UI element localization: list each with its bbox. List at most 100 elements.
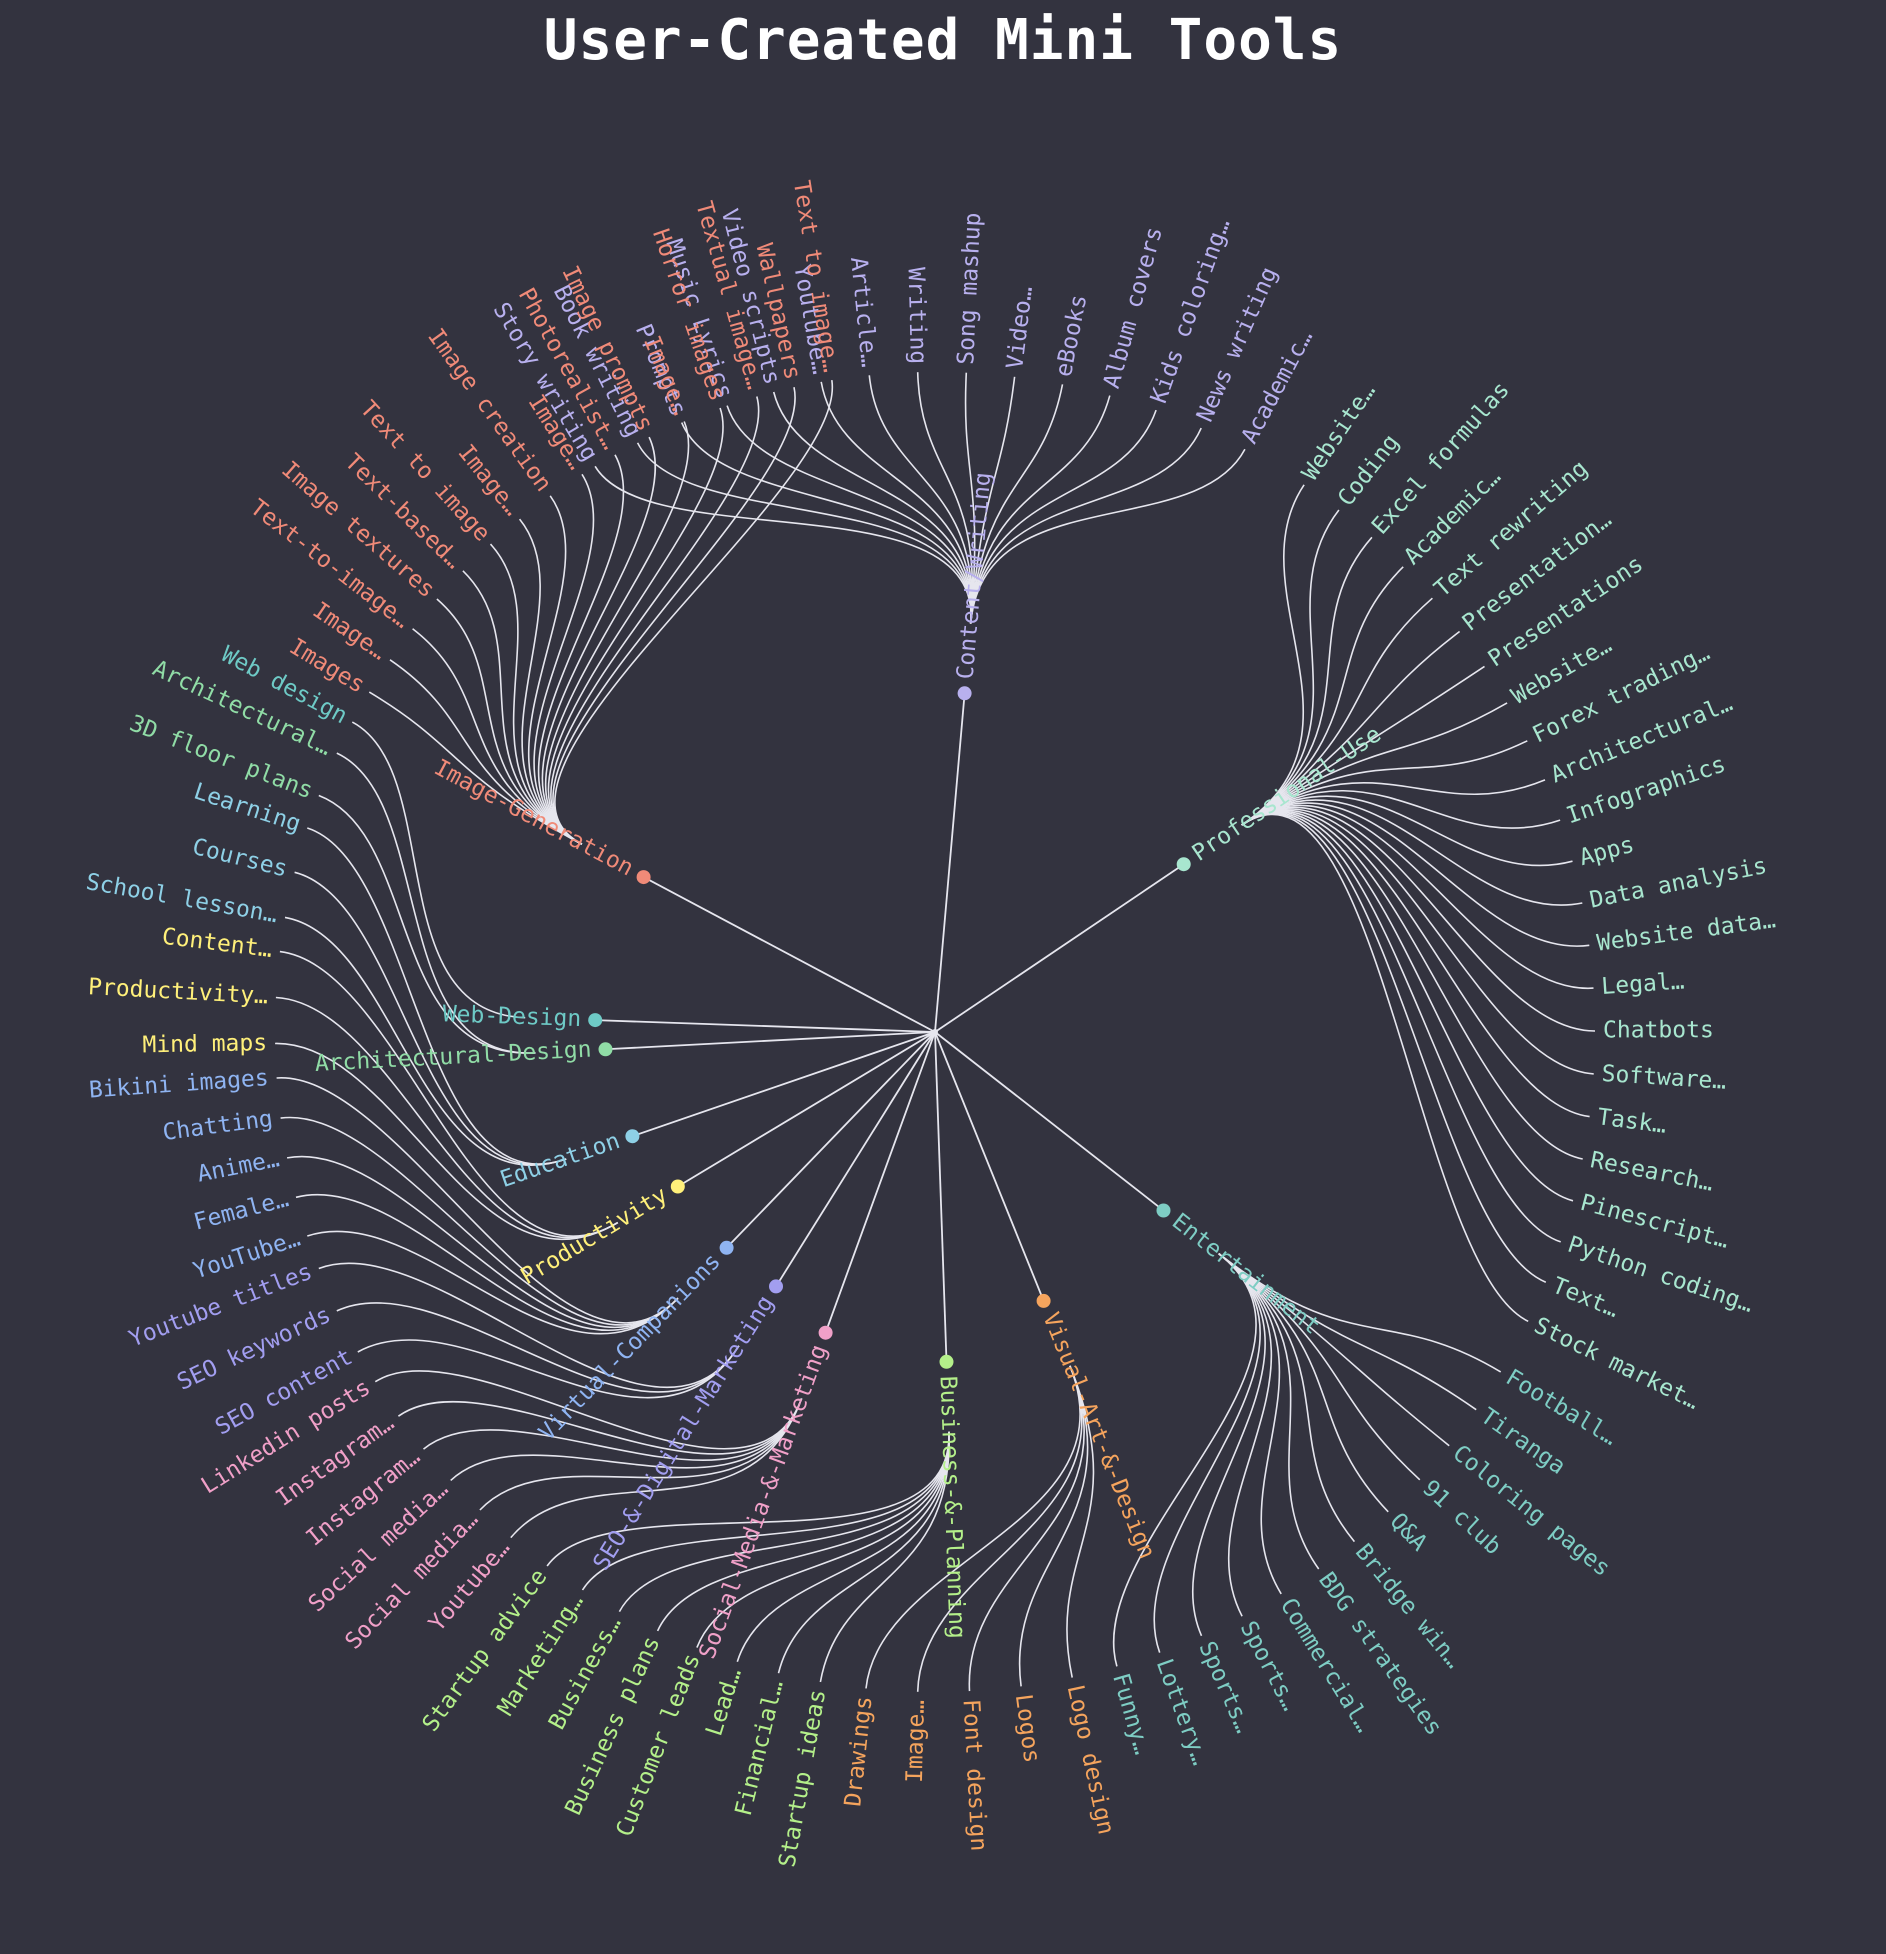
spoke-0 (934, 693, 966, 1033)
leaf-link (1241, 597, 1433, 826)
category-node (719, 1240, 734, 1255)
spoke-4 (934, 1031, 948, 1362)
leaf-link (1241, 779, 1546, 826)
leaf-label: Legal… (1601, 968, 1686, 999)
leaf-link (318, 1262, 740, 1388)
leaf-link (969, 427, 1202, 624)
leaf-label: Logos (1010, 1693, 1045, 1765)
root-node (932, 1029, 938, 1035)
category-label: Image-Generation (430, 755, 638, 882)
leaf-label: Chatting (161, 1106, 274, 1146)
leaf-link (1241, 812, 1561, 1243)
leaf-label: eBooks (1051, 292, 1093, 379)
links-layer (275, 372, 1596, 1692)
leaf-link (1241, 811, 1574, 1202)
leaf-link (295, 1194, 679, 1332)
category-node (670, 1179, 685, 1194)
leaf-link (357, 1339, 740, 1399)
leaf-link (1066, 1365, 1095, 1678)
category-node (1156, 1203, 1171, 1218)
spoke-5 (824, 1031, 936, 1334)
leaf-label: Video… (1002, 285, 1038, 371)
leaf-link (436, 598, 583, 845)
category-node (957, 686, 972, 701)
category-node (939, 1354, 954, 1369)
leaf-label: Software… (1601, 1061, 1727, 1095)
category-label: Entertainment (1167, 1209, 1325, 1340)
category-node (598, 1042, 613, 1057)
leaf-link (462, 570, 583, 845)
leaf-label: Female… (191, 1186, 291, 1235)
leaf-label: Courses (190, 834, 290, 883)
leaf-link (1112, 1252, 1257, 1667)
leaf-link (865, 1365, 1081, 1689)
leaf-link (656, 1431, 950, 1632)
leaf-link (552, 387, 796, 845)
leaf-link (1241, 630, 1461, 826)
leaf-link (284, 916, 567, 1167)
leaf-link (1241, 802, 1590, 947)
diagram-title: User-Created Mini Tools (543, 8, 1343, 73)
leaf-label: Article… (845, 256, 882, 369)
nodes-layer (588, 686, 1191, 1369)
spoke-6 (775, 1031, 936, 1287)
category-label: Visual-Art-&-Design (1037, 1309, 1160, 1563)
leaf-link (541, 436, 657, 845)
leaf-link (1241, 806, 1596, 1032)
leaf-label: Text… (1548, 1273, 1622, 1323)
leaf-link (968, 1365, 1085, 1692)
leaf-link (1241, 484, 1305, 826)
leaf-link (969, 409, 1157, 624)
leaf-label: Financial… (731, 1678, 789, 1819)
leaf-link (276, 1077, 679, 1324)
leaf-link (1218, 1252, 1477, 1411)
leaf-label: Drawings (840, 1695, 877, 1808)
spoke-9 (632, 1031, 936, 1138)
leaf-label: Lead… (701, 1665, 747, 1739)
leaf-link (636, 442, 972, 624)
leaf-link (550, 396, 760, 845)
leaf-label: Apps (1577, 832, 1637, 871)
leaf-link (868, 375, 973, 624)
leaf-label: Chatbots (1603, 1017, 1714, 1043)
category-node (1036, 1293, 1051, 1308)
spoke-10 (605, 1031, 936, 1051)
leaf-link (1018, 1365, 1089, 1687)
spoke-7 (725, 1031, 936, 1249)
leaf-link (772, 391, 973, 624)
leaf-link (374, 1370, 803, 1450)
leaf-label: Startup ideas (774, 1688, 831, 1870)
leaf-label: Song mashup (953, 212, 986, 365)
leaf-label: Image… (902, 1699, 930, 1783)
leaf-link (1241, 799, 1583, 906)
category-node (588, 1013, 603, 1028)
leaf-link (777, 1431, 950, 1674)
category-node (769, 1279, 783, 1294)
category-label: Web-Design (442, 1001, 581, 1032)
leaf-link (489, 543, 583, 845)
leaf-link (969, 384, 1064, 624)
leaf-link (1218, 1252, 1421, 1481)
spoke-8 (677, 1031, 936, 1188)
leaf-link (422, 1398, 803, 1461)
leaf-label: Bikini images (88, 1065, 269, 1103)
leaf-link (533, 473, 595, 845)
leaf-link (581, 1431, 950, 1591)
leaf-link (1218, 1252, 1389, 1513)
leaf-link (969, 448, 1246, 624)
leaf-link (696, 1431, 950, 1648)
spoke-1 (934, 863, 1185, 1033)
category-label: Professional-Use (1188, 721, 1386, 866)
leaf-link (546, 1431, 950, 1567)
leaf-label: Research… (1588, 1147, 1715, 1196)
leaf-link (518, 518, 583, 845)
spoke-2 (934, 1031, 1165, 1212)
leaf-link (368, 691, 583, 845)
spoke-12 (643, 876, 936, 1033)
leaf-label: Funny… (1107, 1670, 1155, 1757)
leaf-link (544, 421, 690, 845)
leaf-link (279, 950, 619, 1237)
leaf-link (351, 721, 526, 1019)
leaf-label: School lesson… (84, 869, 279, 928)
